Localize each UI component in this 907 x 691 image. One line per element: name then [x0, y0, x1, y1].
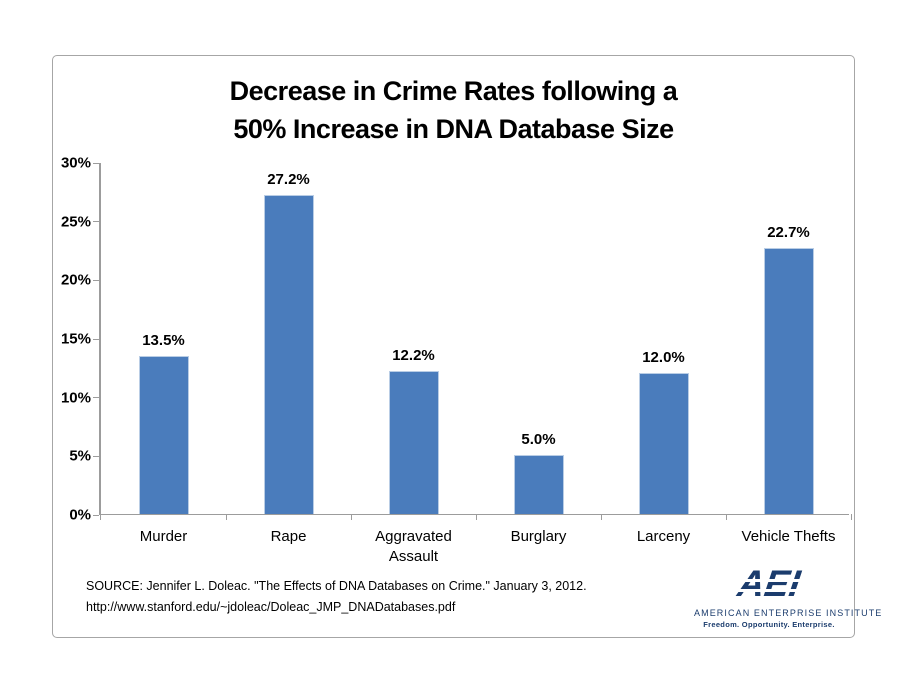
x-axis-tick: [600, 514, 602, 520]
x-axis-category-label-burglary: Burglary: [510, 528, 567, 545]
aei-logo-mark: AEI: [735, 563, 803, 604]
aei-logo: AEI AMERICAN ENTERPRISE INSTITUTE Freedo…: [694, 563, 883, 629]
y-axis-tick: [93, 397, 99, 399]
bar-value-label-burglary: 5.0%: [521, 431, 556, 449]
x-axis-category-label-vehicle-thefts: Vehicle Thefts: [741, 528, 836, 545]
x-axis-category-label-larceny: Larceny: [636, 528, 691, 545]
x-axis-tick: [225, 514, 227, 520]
y-axis-tick-label: 10%: [60, 389, 91, 407]
source-text: SOURCE: Jennifer L. Doleac. "The Effects…: [86, 576, 587, 618]
plot-area: 0% 5% 10% 15% 20% 25% 30% 13.5% Murder 27.2% Rape 1…: [61, 155, 852, 565]
source-line2: http://www.stanford.edu/~jdoleac/Doleac_…: [86, 600, 456, 614]
bar-aggravated-assault: [388, 370, 439, 514]
y-axis-tick: [93, 338, 99, 340]
bar-value-label-larceny: 12.0%: [642, 349, 685, 367]
x-axis-tick: [350, 514, 352, 520]
bar-value-label-rape: 27.2%: [267, 170, 310, 188]
bar-rape: [263, 194, 314, 514]
bar-value-label-murder: 13.5%: [142, 331, 185, 349]
y-axis-tick: [93, 279, 99, 281]
bar-value-label-aggravated-assault: 12.2%: [392, 346, 435, 364]
y-axis-tick: [93, 455, 99, 457]
bar-murder: [138, 355, 189, 514]
chart-title-line1: Decrease in Crime Rates following a: [229, 76, 678, 106]
y-axis-tick: [93, 221, 99, 223]
chart-title-line2: 50% Increase in DNA Database Size: [233, 114, 674, 144]
y-axis-tick-label: 25%: [60, 213, 91, 231]
x-axis-category-label-aggravated-assault: Aggravated Assault: [375, 528, 452, 565]
bar-burglary: [513, 455, 564, 514]
y-axis-tick-label: 20%: [60, 271, 91, 289]
aei-logo-tagline: Freedom. Opportunity. Enterprise.: [703, 620, 835, 629]
x-axis-tick: [100, 514, 101, 520]
x-axis-tick: [850, 514, 852, 520]
y-axis-tick-label: 30%: [60, 154, 91, 172]
bar-vehicle-thefts: [763, 247, 814, 514]
y-axis-tick: [93, 514, 99, 516]
x-axis-tick: [725, 514, 727, 520]
aei-logo-org-name: AMERICAN ENTERPRISE INSTITUTE: [694, 608, 883, 618]
y-axis-tick-label: 5%: [69, 447, 91, 465]
y-axis-tick: [93, 162, 99, 164]
x-axis-category-label-rape: Rape: [270, 528, 307, 545]
x-axis-tick: [475, 514, 477, 520]
y-axis-tick-label: 15%: [60, 330, 91, 348]
x-axis-category-label-murder: Murder: [139, 528, 188, 545]
y-axis-tick-label: 0%: [69, 506, 91, 524]
chart-title: Decrease in Crime Rates following a 50% …: [53, 72, 854, 148]
bar-larceny: [638, 373, 689, 514]
chart-frame: Decrease in Crime Rates following a 50% …: [52, 55, 883, 638]
source-line1: SOURCE: Jennifer L. Doleac. "The Effects…: [86, 579, 587, 593]
bar-value-label-vehicle-thefts: 22.7%: [767, 223, 810, 241]
